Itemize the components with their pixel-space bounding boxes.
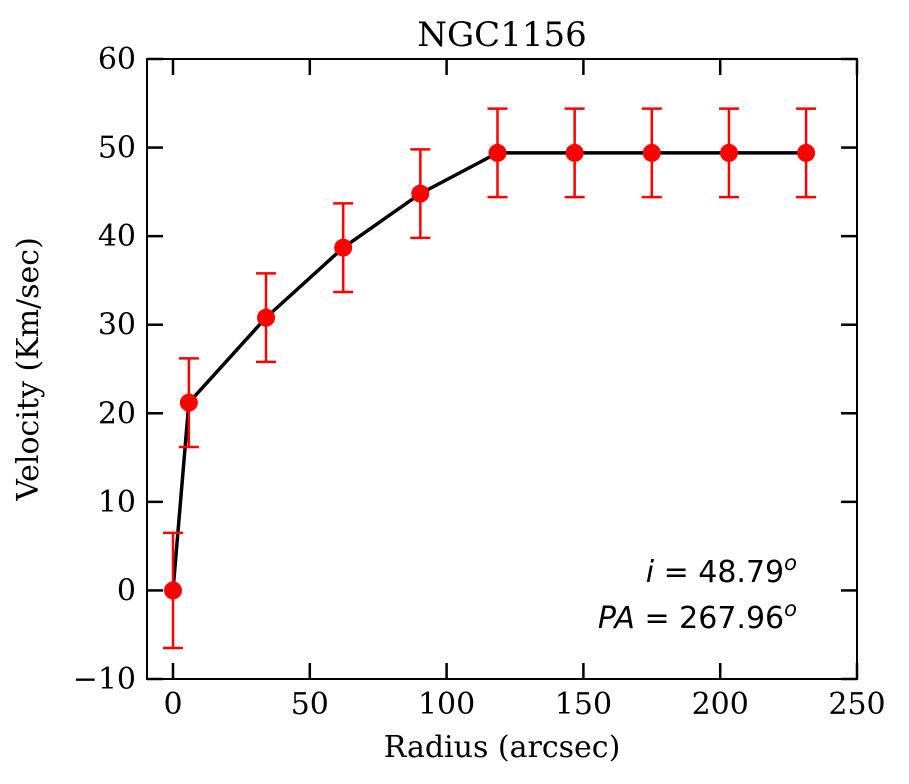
data-point	[334, 238, 353, 257]
y-tick-label: −10	[73, 662, 136, 697]
y-tick-label: 0	[117, 573, 136, 608]
annotation-superscript: o	[784, 597, 797, 621]
annotation-symbol: i	[646, 555, 655, 590]
data-series	[163, 107, 817, 650]
y-axis-label: Velocity (Km/sec)	[11, 237, 46, 502]
data-point	[797, 143, 816, 162]
x-axis-label: Radius (arcsec)	[384, 730, 621, 765]
chart-title: NGC1156	[417, 15, 586, 55]
x-tick-label: 200	[692, 687, 749, 722]
data-point	[565, 143, 584, 162]
x-tick-label: 0	[163, 687, 182, 722]
y-tick-label: 50	[98, 131, 136, 166]
series-line	[171, 151, 807, 591]
annotation-text: i = 48.79o	[646, 551, 797, 590]
y-tick-label: 30	[98, 308, 136, 343]
data-point	[488, 143, 507, 162]
x-tick-label: 150	[555, 687, 612, 722]
y-tick-label: 40	[98, 219, 136, 254]
x-tick-label: 250	[828, 687, 885, 722]
x-tick-label: 100	[418, 687, 475, 722]
y-tick-label: 60	[98, 42, 136, 77]
data-point	[164, 581, 182, 600]
annotation-value: = 267.96	[635, 601, 784, 636]
x-tick-label: 50	[291, 687, 329, 722]
data-point	[179, 393, 198, 412]
annotation-value: = 48.79	[654, 555, 784, 590]
data-point	[257, 308, 276, 327]
y-tick-label: 20	[98, 396, 136, 431]
axes-frame	[146, 58, 858, 680]
data-point	[411, 184, 430, 203]
annotation-symbol: PA	[598, 601, 635, 636]
axis-ticks: 0 50 100 150 200 250 −10 0 10 20 30 40 50 60	[73, 42, 886, 722]
data-point	[719, 143, 738, 162]
data-point	[642, 143, 661, 162]
y-tick-label: 10	[98, 485, 136, 520]
annotation-text: PA = 267.96o	[598, 597, 797, 636]
annotation-superscript: o	[784, 551, 797, 575]
